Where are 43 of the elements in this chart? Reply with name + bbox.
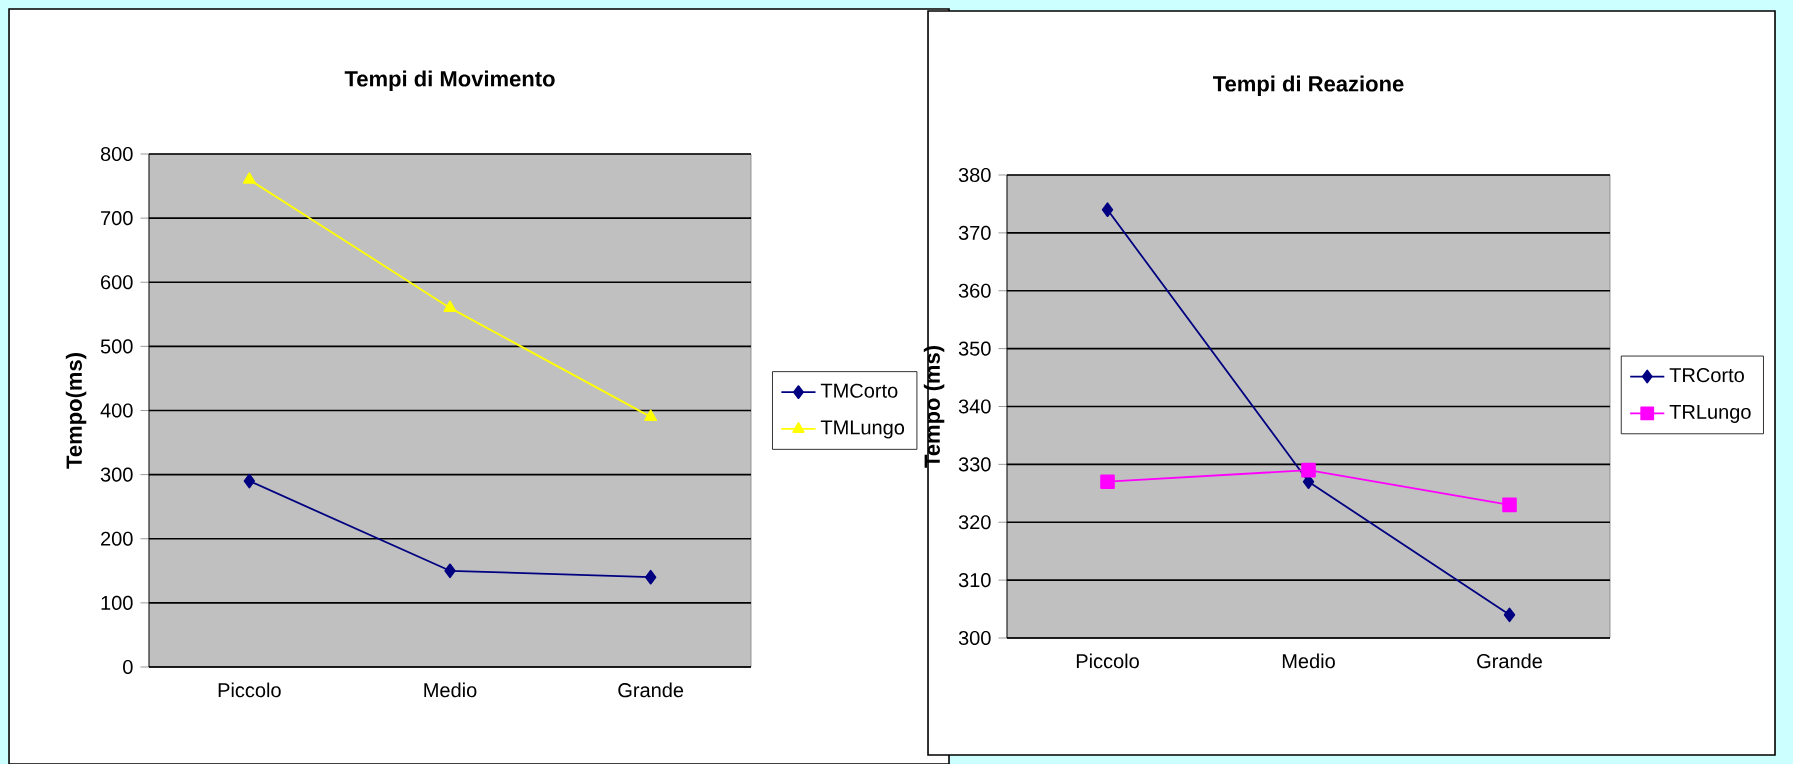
y-tick-label: 380 (958, 167, 991, 183)
y-tick-label: 800 (100, 146, 133, 162)
y-tick-label: 700 (101, 211, 133, 226)
legend-label: TRLungo (1669, 405, 1751, 423)
x-tick-label: Medio (1282, 653, 1335, 669)
y-tick-label: 300 (958, 630, 991, 646)
y-tick-label: 320 (958, 515, 991, 530)
y-axis-title: Tempo(ms) (65, 353, 87, 469)
legend-label: TRCorto (1669, 368, 1744, 383)
y-tick-label: 600 (101, 275, 133, 290)
point (242, 172, 256, 184)
y-axis-title: Tempo (ms) (923, 346, 945, 468)
x-tick-label: Grande (618, 682, 684, 698)
y-tick-label: 370 (958, 225, 991, 240)
y-tick-label: 340 (958, 399, 991, 414)
x-tick-label: Piccolo (218, 682, 281, 698)
point (1301, 462, 1316, 478)
y-tick-label: 0 (123, 659, 133, 675)
y-tick-label: 400 (100, 403, 133, 418)
x-tick-label: Grande (1477, 653, 1542, 669)
y-tick-label: 500 (100, 339, 133, 354)
point (443, 300, 457, 312)
point (1502, 497, 1517, 513)
y-tick-label: 200 (101, 531, 133, 546)
point (1503, 607, 1516, 623)
y-tick-label: 100 (101, 595, 133, 610)
chart-title: Tempi di Reazione (1213, 75, 1404, 96)
chart-title: Tempi di Movimento (344, 70, 555, 91)
y-tick-label: 350 (958, 341, 991, 356)
legend-label: TMLungo (820, 420, 905, 439)
x-tick-label: Piccolo (1076, 653, 1139, 669)
point (444, 563, 456, 579)
y-tick-label: 330 (958, 457, 991, 472)
legend-label: TMCorto (820, 383, 898, 398)
x-tick-label: Medio (424, 682, 477, 698)
point (644, 569, 657, 585)
point (1100, 474, 1115, 490)
point (243, 473, 256, 489)
point (1101, 202, 1114, 218)
y-tick-label: 300 (100, 467, 133, 482)
y-tick-label: 360 (958, 283, 991, 298)
y-tick-label: 310 (958, 573, 991, 588)
point (644, 409, 658, 421)
